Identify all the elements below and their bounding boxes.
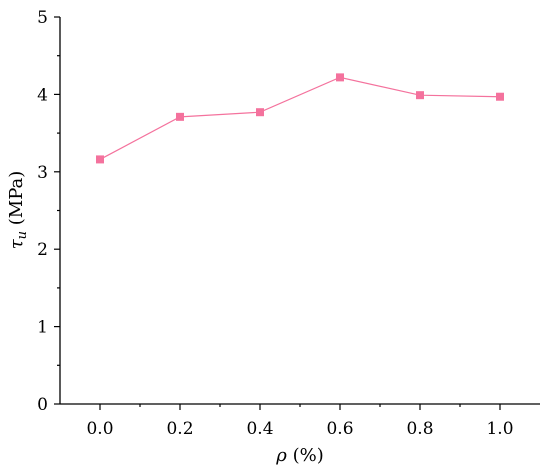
x-axis-unit: (%) <box>293 445 324 466</box>
y-axis-label: τu (MPa) <box>6 171 30 250</box>
plot-area <box>59 17 540 405</box>
x-tick-label: 1.0 <box>486 419 513 439</box>
x-tick-label: 0.6 <box>326 419 353 439</box>
y-tick-label: 2 <box>37 240 48 260</box>
data-point <box>176 112 184 121</box>
y-tick-label: 1 <box>37 318 48 338</box>
y-ticks: 0 1 2 3 4 5 <box>37 8 60 415</box>
x-ticks: 0.0 0.2 0.4 0.6 0.8 1.0 <box>86 404 514 439</box>
data-point <box>416 91 424 100</box>
data-point <box>496 92 504 101</box>
y-tick-label: 5 <box>37 8 48 28</box>
series-line <box>99 76 501 160</box>
x-tick-label: 0.4 <box>246 419 273 439</box>
y-axis-subscript: u <box>15 231 30 239</box>
data-point <box>256 108 264 117</box>
y-axis-unit: (MPa) <box>6 171 27 226</box>
data-point <box>336 73 344 82</box>
y-tick-label: 0 <box>37 395 48 415</box>
x-axis-label: ρ (%) <box>275 445 323 466</box>
x-tick-label: 0.8 <box>406 419 433 439</box>
series-layer <box>96 73 504 164</box>
y-tick-label: 4 <box>37 85 48 105</box>
y-tick-label: 3 <box>37 163 48 183</box>
x-axis-symbol: ρ <box>275 445 287 466</box>
x-tick-label: 0.2 <box>166 419 193 439</box>
data-point <box>96 155 104 164</box>
x-tick-label: 0.0 <box>86 419 113 439</box>
y-axis-symbol: τ <box>6 238 27 249</box>
